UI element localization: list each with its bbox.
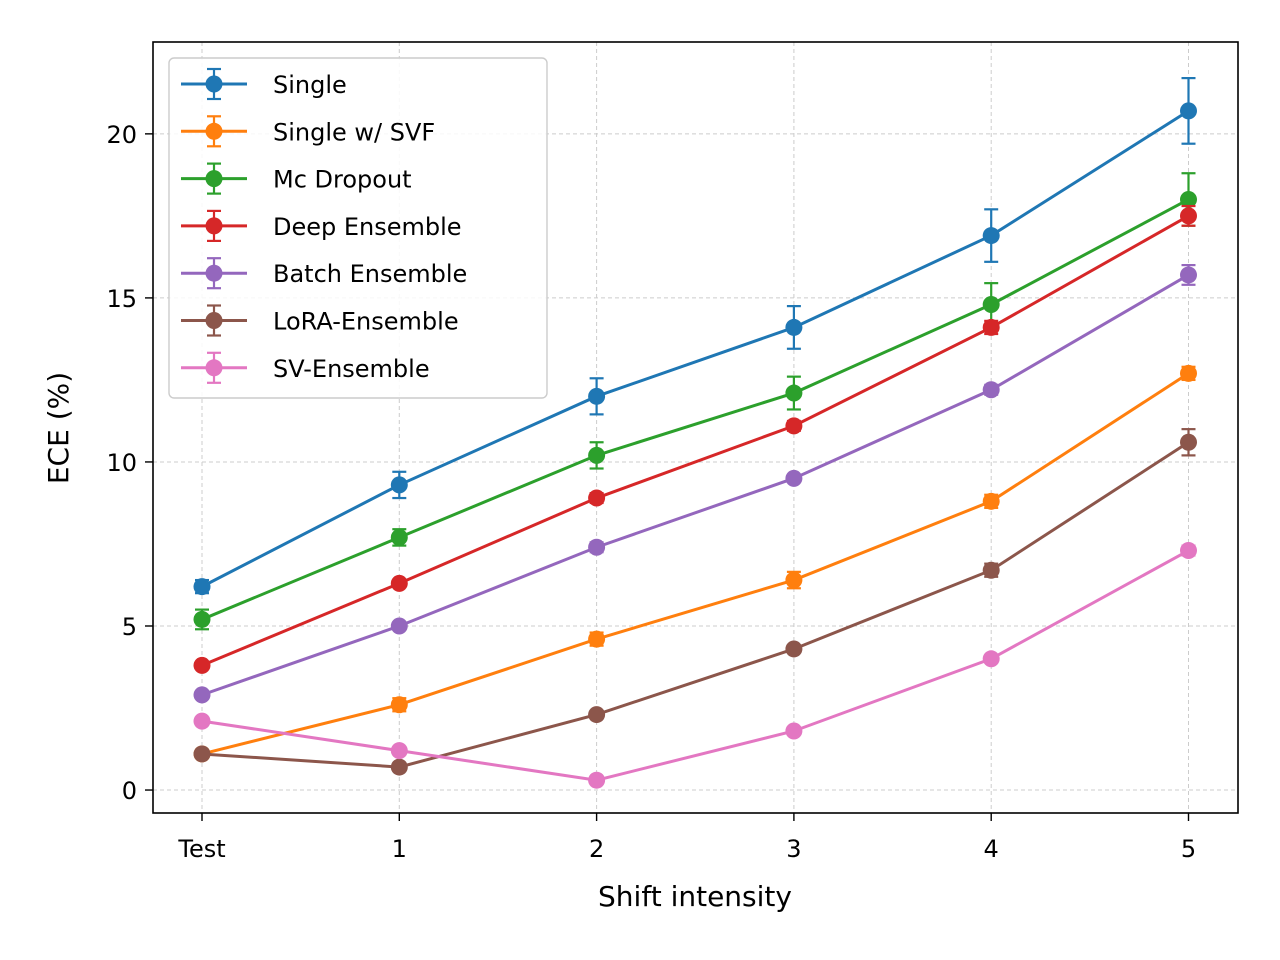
- legend-item-sv-ensemble: SV-Ensemble: [181, 351, 430, 384]
- legend-marker-single: [205, 75, 223, 93]
- data-point-mc-dropout-4: [982, 295, 1000, 313]
- data-point-deep-ensemble-4: [982, 318, 1000, 336]
- data-point-batch-ensemble-0: [193, 686, 211, 704]
- series-line-batch-ensemble: [201, 273, 1190, 697]
- data-point-lora-ensemble-2: [588, 706, 606, 724]
- series-batch-ensemble: [193, 263, 1197, 704]
- legend-marker-sv-ensemble: [205, 359, 223, 377]
- legend: Single Single w/ SVF Mc Dropout Deep Ensemb…: [168, 57, 548, 399]
- x-tick-label-1: 1: [392, 835, 407, 863]
- x-tick-label-3: 3: [786, 835, 801, 863]
- data-point-mc-dropout-0: [193, 610, 211, 628]
- legend-item-lora-ensemble: LoRA-Ensemble: [181, 304, 459, 337]
- series-deep-ensemble: [193, 204, 1197, 674]
- series-line-deep-ensemble: [201, 214, 1190, 667]
- legend-marker-deep-ensemble: [205, 217, 223, 235]
- data-point-single-w-svf-5: [1180, 364, 1197, 382]
- data-point-sv-ensemble-1: [390, 742, 408, 760]
- data-point-single-5: [1180, 102, 1197, 120]
- legend-item-single: Single: [181, 67, 347, 101]
- y-tick-label-3: 15: [106, 285, 137, 313]
- x-axis: Test 1 2 3 4 5: [177, 813, 1196, 863]
- y-tick-label-1: 5: [122, 613, 137, 641]
- data-point-batch-ensemble-2: [588, 538, 606, 556]
- data-point-sv-ensemble-2: [588, 771, 606, 789]
- series-line-sv-ensemble: [201, 549, 1190, 782]
- series-sv-ensemble: [193, 542, 1197, 789]
- plot-frame: [152, 41, 1239, 814]
- legend-item-deep-ensemble: Deep Ensemble: [181, 209, 462, 242]
- legend-marker-mc-dropout: [205, 170, 223, 188]
- data-point-lora-ensemble-5: [1180, 433, 1197, 451]
- series-line-single-w-svf: [201, 372, 1190, 756]
- legend-label-deep-ensemble: Deep Ensemble: [273, 213, 462, 241]
- data-point-single-w-svf-4: [982, 492, 1000, 510]
- legend-marker-lora-ensemble: [205, 312, 223, 329]
- series-lora-ensemble: [193, 428, 1197, 776]
- series-line-lora-ensemble: [201, 441, 1190, 769]
- legend-label-single: Single: [273, 71, 347, 99]
- data-point-batch-ensemble-1: [390, 617, 408, 635]
- data-point-mc-dropout-2: [588, 446, 606, 464]
- data-point-sv-ensemble-4: [982, 650, 1000, 668]
- y-axis-label: ECE (%): [42, 372, 75, 484]
- data-point-single-w-svf-2: [588, 630, 606, 648]
- data-point-deep-ensemble-5: [1180, 207, 1197, 225]
- data-point-lora-ensemble-1: [390, 758, 408, 776]
- data-point-mc-dropout-3: [785, 384, 803, 402]
- legend-label-lora-ensemble: LoRA-Ensemble: [273, 308, 459, 336]
- legend-label-single-w-svf: Single w/ SVF: [273, 118, 435, 146]
- legend-item-batch-ensemble: Batch Ensemble: [181, 257, 467, 290]
- data-point-deep-ensemble-0: [193, 656, 211, 674]
- data-point-batch-ensemble-5: [1180, 266, 1197, 284]
- legend-label-sv-ensemble: SV-Ensemble: [273, 355, 430, 383]
- data-point-sv-ensemble-3: [785, 722, 803, 740]
- x-tick-label-0: Test: [177, 835, 225, 863]
- data-point-sv-ensemble-0: [193, 712, 211, 730]
- data-point-single-w-svf-1: [390, 696, 408, 714]
- data-point-single-3: [785, 318, 803, 336]
- x-tick-label-5: 5: [1181, 835, 1196, 863]
- data-point-mc-dropout-1: [390, 528, 408, 546]
- data-point-single-4: [982, 227, 1000, 245]
- series-single: [193, 76, 1197, 596]
- data-point-sv-ensemble-5: [1180, 542, 1197, 560]
- data-point-deep-ensemble-1: [390, 574, 408, 592]
- legend-item-mc-dropout: Mc Dropout: [181, 162, 412, 195]
- series-line-mc-dropout: [201, 198, 1190, 621]
- legend-box: [168, 57, 548, 399]
- legend-marker-single-w-svf: [205, 122, 223, 140]
- x-tick-label-2: 2: [589, 835, 604, 863]
- data-point-lora-ensemble-0: [193, 745, 211, 763]
- data-point-lora-ensemble-4: [982, 561, 1000, 579]
- x-axis-label: Shift intensity: [598, 880, 792, 913]
- legend-marker-batch-ensemble: [205, 264, 223, 282]
- legend-item-single-w-svf: Single w/ SVF: [181, 115, 435, 148]
- legend-label-batch-ensemble: Batch Ensemble: [273, 260, 467, 288]
- data-point-single-2: [588, 387, 606, 405]
- data-point-deep-ensemble-2: [588, 489, 606, 507]
- series-layer: [193, 76, 1197, 789]
- y-tick-label-0: 0: [122, 777, 137, 805]
- data-point-lora-ensemble-3: [785, 640, 803, 658]
- y-axis: 0 5 10 15 20: [106, 121, 153, 805]
- series-line-single: [201, 109, 1190, 588]
- data-point-batch-ensemble-3: [785, 469, 803, 487]
- data-point-single-1: [390, 476, 408, 494]
- data-point-single-w-svf-3: [785, 571, 803, 589]
- data-point-single-0: [193, 578, 211, 596]
- data-point-mc-dropout-5: [1180, 190, 1197, 208]
- legend-label-mc-dropout: Mc Dropout: [273, 166, 412, 194]
- y-tick-label-2: 10: [106, 449, 137, 477]
- y-tick-label-4: 20: [106, 121, 137, 149]
- data-point-deep-ensemble-3: [785, 417, 803, 435]
- data-point-batch-ensemble-4: [982, 381, 1000, 399]
- x-tick-label-4: 4: [984, 835, 999, 863]
